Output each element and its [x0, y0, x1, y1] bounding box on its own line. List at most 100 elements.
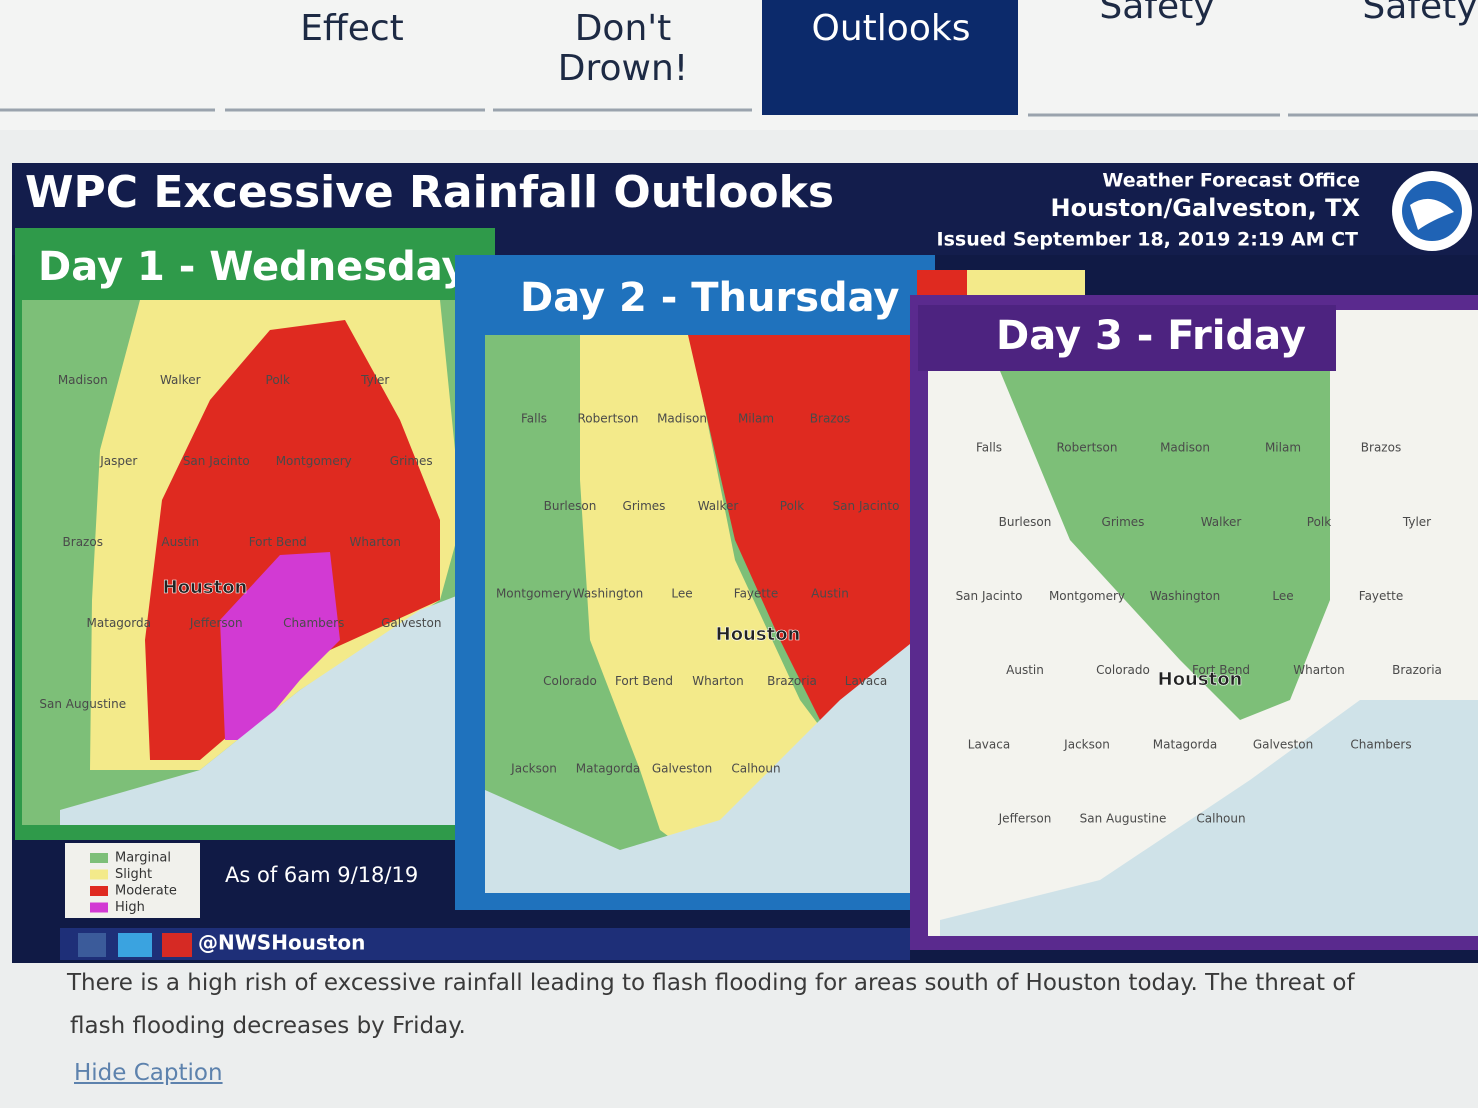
county-label: Fort Bend: [1192, 663, 1250, 677]
legend-label: Moderate: [115, 884, 177, 899]
county-label: San Augustine: [39, 697, 126, 711]
tab-underlines: [0, 108, 1478, 117]
county-label: Matagorda: [576, 762, 640, 776]
county-label: Brazos: [1361, 441, 1401, 455]
county-label: Robertson: [578, 411, 639, 425]
panel-header: Day 2 - Thursday: [520, 275, 900, 321]
county-label: Polk: [266, 373, 290, 387]
legend-swatch: [90, 869, 108, 880]
tab-label[interactable]: Drown!: [558, 48, 688, 89]
county-label: Jackson: [510, 762, 557, 776]
tab-label[interactable]: Effect: [300, 8, 404, 49]
tab-label[interactable]: Safety: [1099, 0, 1214, 27]
graphic-title: WPC Excessive Rainfall Outlooks: [25, 167, 834, 218]
caption-line: flash flooding decreases by Friday.: [70, 1013, 466, 1039]
tab-label[interactable]: Outlooks: [812, 8, 971, 49]
hide-caption-link[interactable]: Hide Caption: [74, 1060, 223, 1086]
county-label: Madison: [58, 373, 108, 387]
legend-swatch: [90, 902, 108, 913]
county-label: Tyler: [1402, 515, 1431, 529]
county-label: Fort Bend: [615, 674, 673, 688]
county-label: Brazoria: [767, 674, 817, 688]
county-label: Galveston: [652, 762, 712, 776]
county-label: Brazos: [810, 411, 850, 425]
day2-map: [485, 270, 1085, 893]
county-label: Jefferson: [998, 811, 1052, 825]
county-label: Lee: [671, 587, 692, 601]
county-label: Madison: [657, 411, 707, 425]
county-label: Matagorda: [1153, 737, 1217, 751]
county-label: Lavaca: [968, 737, 1010, 751]
social-bar: [60, 928, 910, 960]
panel-header: Day 1 - Wednesday: [38, 244, 468, 290]
legend-label: Marginal: [115, 851, 171, 866]
county-label: Fort Bend: [249, 535, 307, 549]
legend-box: [65, 843, 200, 918]
county-label: Grimes: [390, 454, 433, 468]
county-label: Wharton: [350, 535, 401, 549]
county-label: Jackson: [1063, 737, 1110, 751]
county-label: Madison: [1160, 441, 1210, 455]
location: Houston/Galveston, TX: [1051, 194, 1361, 222]
day1-map: [22, 236, 490, 825]
county-label: Colorado: [1096, 663, 1150, 677]
county-label: Jasper: [99, 454, 137, 468]
county-label: Fayette: [734, 587, 778, 601]
county-label: Tyler: [360, 373, 389, 387]
as-of: As of 6am 9/18/19: [225, 863, 418, 887]
county-label: Falls: [976, 441, 1002, 455]
county-label: Walker: [698, 499, 739, 513]
youtube-icon[interactable]: [162, 933, 192, 957]
handle: @NWSHouston: [198, 931, 365, 955]
county-label: Montgomery: [276, 454, 352, 468]
county-label: San Augustine: [1080, 811, 1167, 825]
county-label: Brazos: [63, 535, 103, 549]
county-label: Polk: [780, 499, 804, 513]
county-label: Austin: [811, 587, 849, 601]
county-label: Washington: [1150, 589, 1221, 603]
county-label: Chambers: [283, 616, 344, 630]
county-label: Brazoria: [1392, 663, 1442, 677]
county-label: Chambers: [1350, 737, 1411, 751]
county-label: Milam: [1265, 441, 1301, 455]
county-label: Matagorda: [87, 616, 151, 630]
county-label: Jefferson: [189, 616, 243, 630]
city-label: Houston: [163, 577, 248, 598]
legend-label: Slight: [115, 867, 152, 882]
active-tab: [762, 0, 1018, 115]
county-label: Calhoun: [731, 762, 780, 776]
tab-label[interactable]: Don't: [575, 8, 672, 49]
office: Weather Forecast Office: [1102, 170, 1360, 192]
county-label: Grimes: [1102, 515, 1145, 529]
county-label: Grimes: [623, 499, 666, 513]
city-label: Houston: [716, 624, 801, 645]
county-label: Montgomery: [1049, 589, 1125, 603]
issued: Issued September 18, 2019 2:19 AM CT: [937, 229, 1359, 251]
twitter-icon[interactable]: [118, 933, 152, 957]
county-label: Wharton: [692, 674, 743, 688]
county-label: San Jacinto: [956, 589, 1023, 603]
county-label: Walker: [160, 373, 201, 387]
county-label: Wharton: [1293, 663, 1344, 677]
legend-label: High: [115, 900, 145, 915]
county-label: Burleson: [544, 499, 597, 513]
county-label: San Jacinto: [183, 454, 250, 468]
caption-line: There is a high rish of excessive rainfa…: [67, 970, 1355, 996]
nws-logo: [1392, 171, 1472, 251]
facebook-icon[interactable]: [78, 933, 106, 957]
tab-bar: [0, 0, 1478, 130]
legend-swatch: [90, 886, 108, 896]
day3-map: [928, 310, 1478, 936]
county-label: Washington: [573, 587, 644, 601]
county-label: Fayette: [1359, 589, 1403, 603]
county-label: Walker: [1201, 515, 1242, 529]
county-label: Lavaca: [845, 674, 887, 688]
day3-header-bg: [918, 305, 1336, 371]
county-label: Polk: [1307, 515, 1331, 529]
county-label: Galveston: [1253, 737, 1313, 751]
tab-label[interactable]: Safety: [1362, 0, 1477, 27]
county-label: Lee: [1272, 589, 1293, 603]
county-label: Burleson: [999, 515, 1052, 529]
